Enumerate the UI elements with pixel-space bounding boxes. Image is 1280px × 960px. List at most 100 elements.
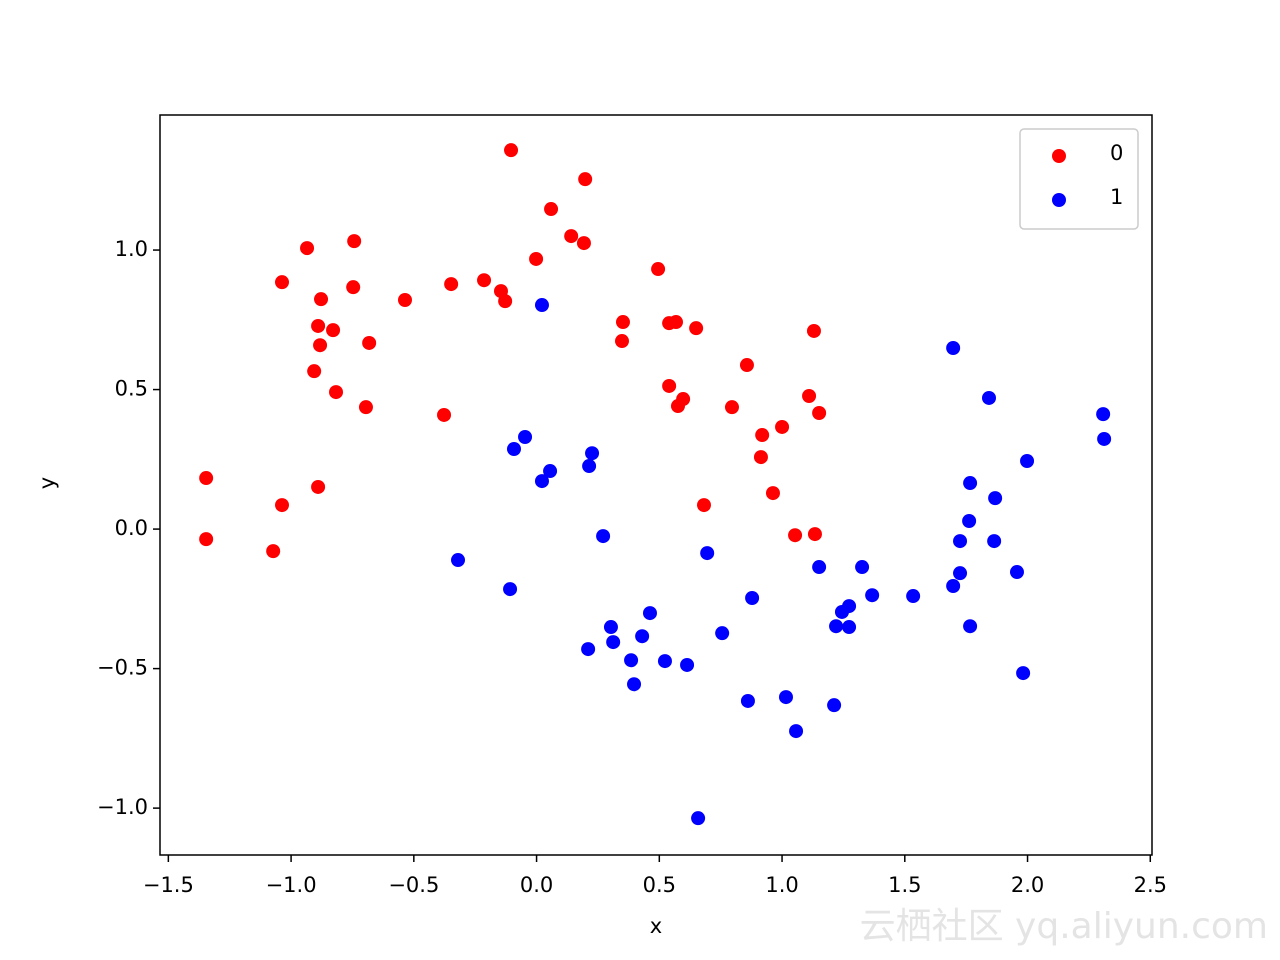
point xyxy=(199,471,214,486)
point xyxy=(739,358,754,373)
point xyxy=(498,294,513,309)
point xyxy=(657,654,672,669)
point xyxy=(543,464,558,479)
point xyxy=(534,298,549,313)
point xyxy=(275,498,290,513)
point xyxy=(642,606,657,621)
point xyxy=(564,229,579,244)
point xyxy=(827,698,842,713)
point xyxy=(326,323,341,338)
point xyxy=(802,388,817,403)
point xyxy=(789,724,804,739)
point xyxy=(581,642,596,657)
point xyxy=(578,172,593,187)
point xyxy=(834,604,849,619)
x-tick-label: 2.0 xyxy=(1011,873,1044,897)
point xyxy=(615,315,630,330)
point xyxy=(745,591,760,606)
legend-marker xyxy=(1052,193,1066,207)
point xyxy=(1016,666,1031,681)
legend-label: 0 xyxy=(1110,141,1123,165)
point xyxy=(529,251,544,266)
point xyxy=(506,442,521,457)
plot-frame xyxy=(159,114,1153,856)
point xyxy=(534,474,549,489)
point xyxy=(358,400,373,415)
x-tick-label: −1.0 xyxy=(266,873,317,897)
point xyxy=(503,582,518,597)
point xyxy=(314,292,329,307)
point xyxy=(696,498,711,513)
point xyxy=(807,527,822,542)
point xyxy=(651,262,666,277)
point xyxy=(680,657,695,672)
point xyxy=(635,629,650,644)
y-tick-label: 1.0 xyxy=(115,237,148,261)
point xyxy=(576,236,591,251)
point xyxy=(662,378,677,393)
point xyxy=(199,532,214,547)
point xyxy=(1020,454,1035,469)
point xyxy=(691,811,706,826)
point xyxy=(1097,431,1112,446)
point xyxy=(544,202,559,217)
point xyxy=(740,693,755,708)
y-axis-label: y xyxy=(35,477,59,489)
point xyxy=(329,385,344,400)
point xyxy=(962,513,977,528)
point xyxy=(437,407,452,422)
point xyxy=(778,690,793,705)
point xyxy=(596,529,611,544)
point xyxy=(313,338,328,353)
point xyxy=(842,620,857,635)
point xyxy=(987,534,1002,549)
point xyxy=(1009,565,1024,580)
legend-marker xyxy=(1052,149,1066,163)
point xyxy=(829,619,844,634)
point xyxy=(906,589,921,604)
point xyxy=(700,546,715,561)
x-tick-label: −0.5 xyxy=(388,873,439,897)
point xyxy=(953,566,968,581)
point xyxy=(963,476,978,491)
point xyxy=(606,635,621,650)
point xyxy=(715,626,730,641)
point xyxy=(670,399,685,414)
legend-label: 1 xyxy=(1110,185,1123,209)
point xyxy=(765,486,780,501)
x-tick-label: 1.5 xyxy=(888,873,921,897)
point xyxy=(603,620,618,635)
point xyxy=(775,419,790,434)
point xyxy=(988,491,1003,506)
point xyxy=(724,400,739,415)
y-tick-label: 0.0 xyxy=(115,516,148,540)
point xyxy=(266,544,281,559)
point xyxy=(946,340,961,355)
point xyxy=(311,479,326,494)
legend-box xyxy=(1019,128,1139,230)
point xyxy=(812,560,827,575)
x-tick-label: 1.0 xyxy=(765,873,798,897)
point xyxy=(788,528,803,543)
point xyxy=(753,450,768,465)
point xyxy=(504,143,519,158)
x-axis-label: x xyxy=(650,914,662,938)
point xyxy=(518,430,533,445)
y-tick-label: −0.5 xyxy=(97,656,148,680)
x-tick-label: −1.5 xyxy=(143,873,194,897)
point xyxy=(627,677,642,692)
point xyxy=(855,560,870,575)
point xyxy=(963,619,978,634)
point xyxy=(307,364,322,379)
point xyxy=(806,323,821,338)
point xyxy=(755,428,770,443)
point xyxy=(300,241,315,256)
point xyxy=(311,318,326,333)
x-tick-label: 0.5 xyxy=(643,873,676,897)
point xyxy=(615,334,630,349)
point xyxy=(346,280,361,295)
point xyxy=(362,335,377,350)
y-tick-label: 0.5 xyxy=(115,377,148,401)
x-tick-label: 2.5 xyxy=(1134,873,1167,897)
